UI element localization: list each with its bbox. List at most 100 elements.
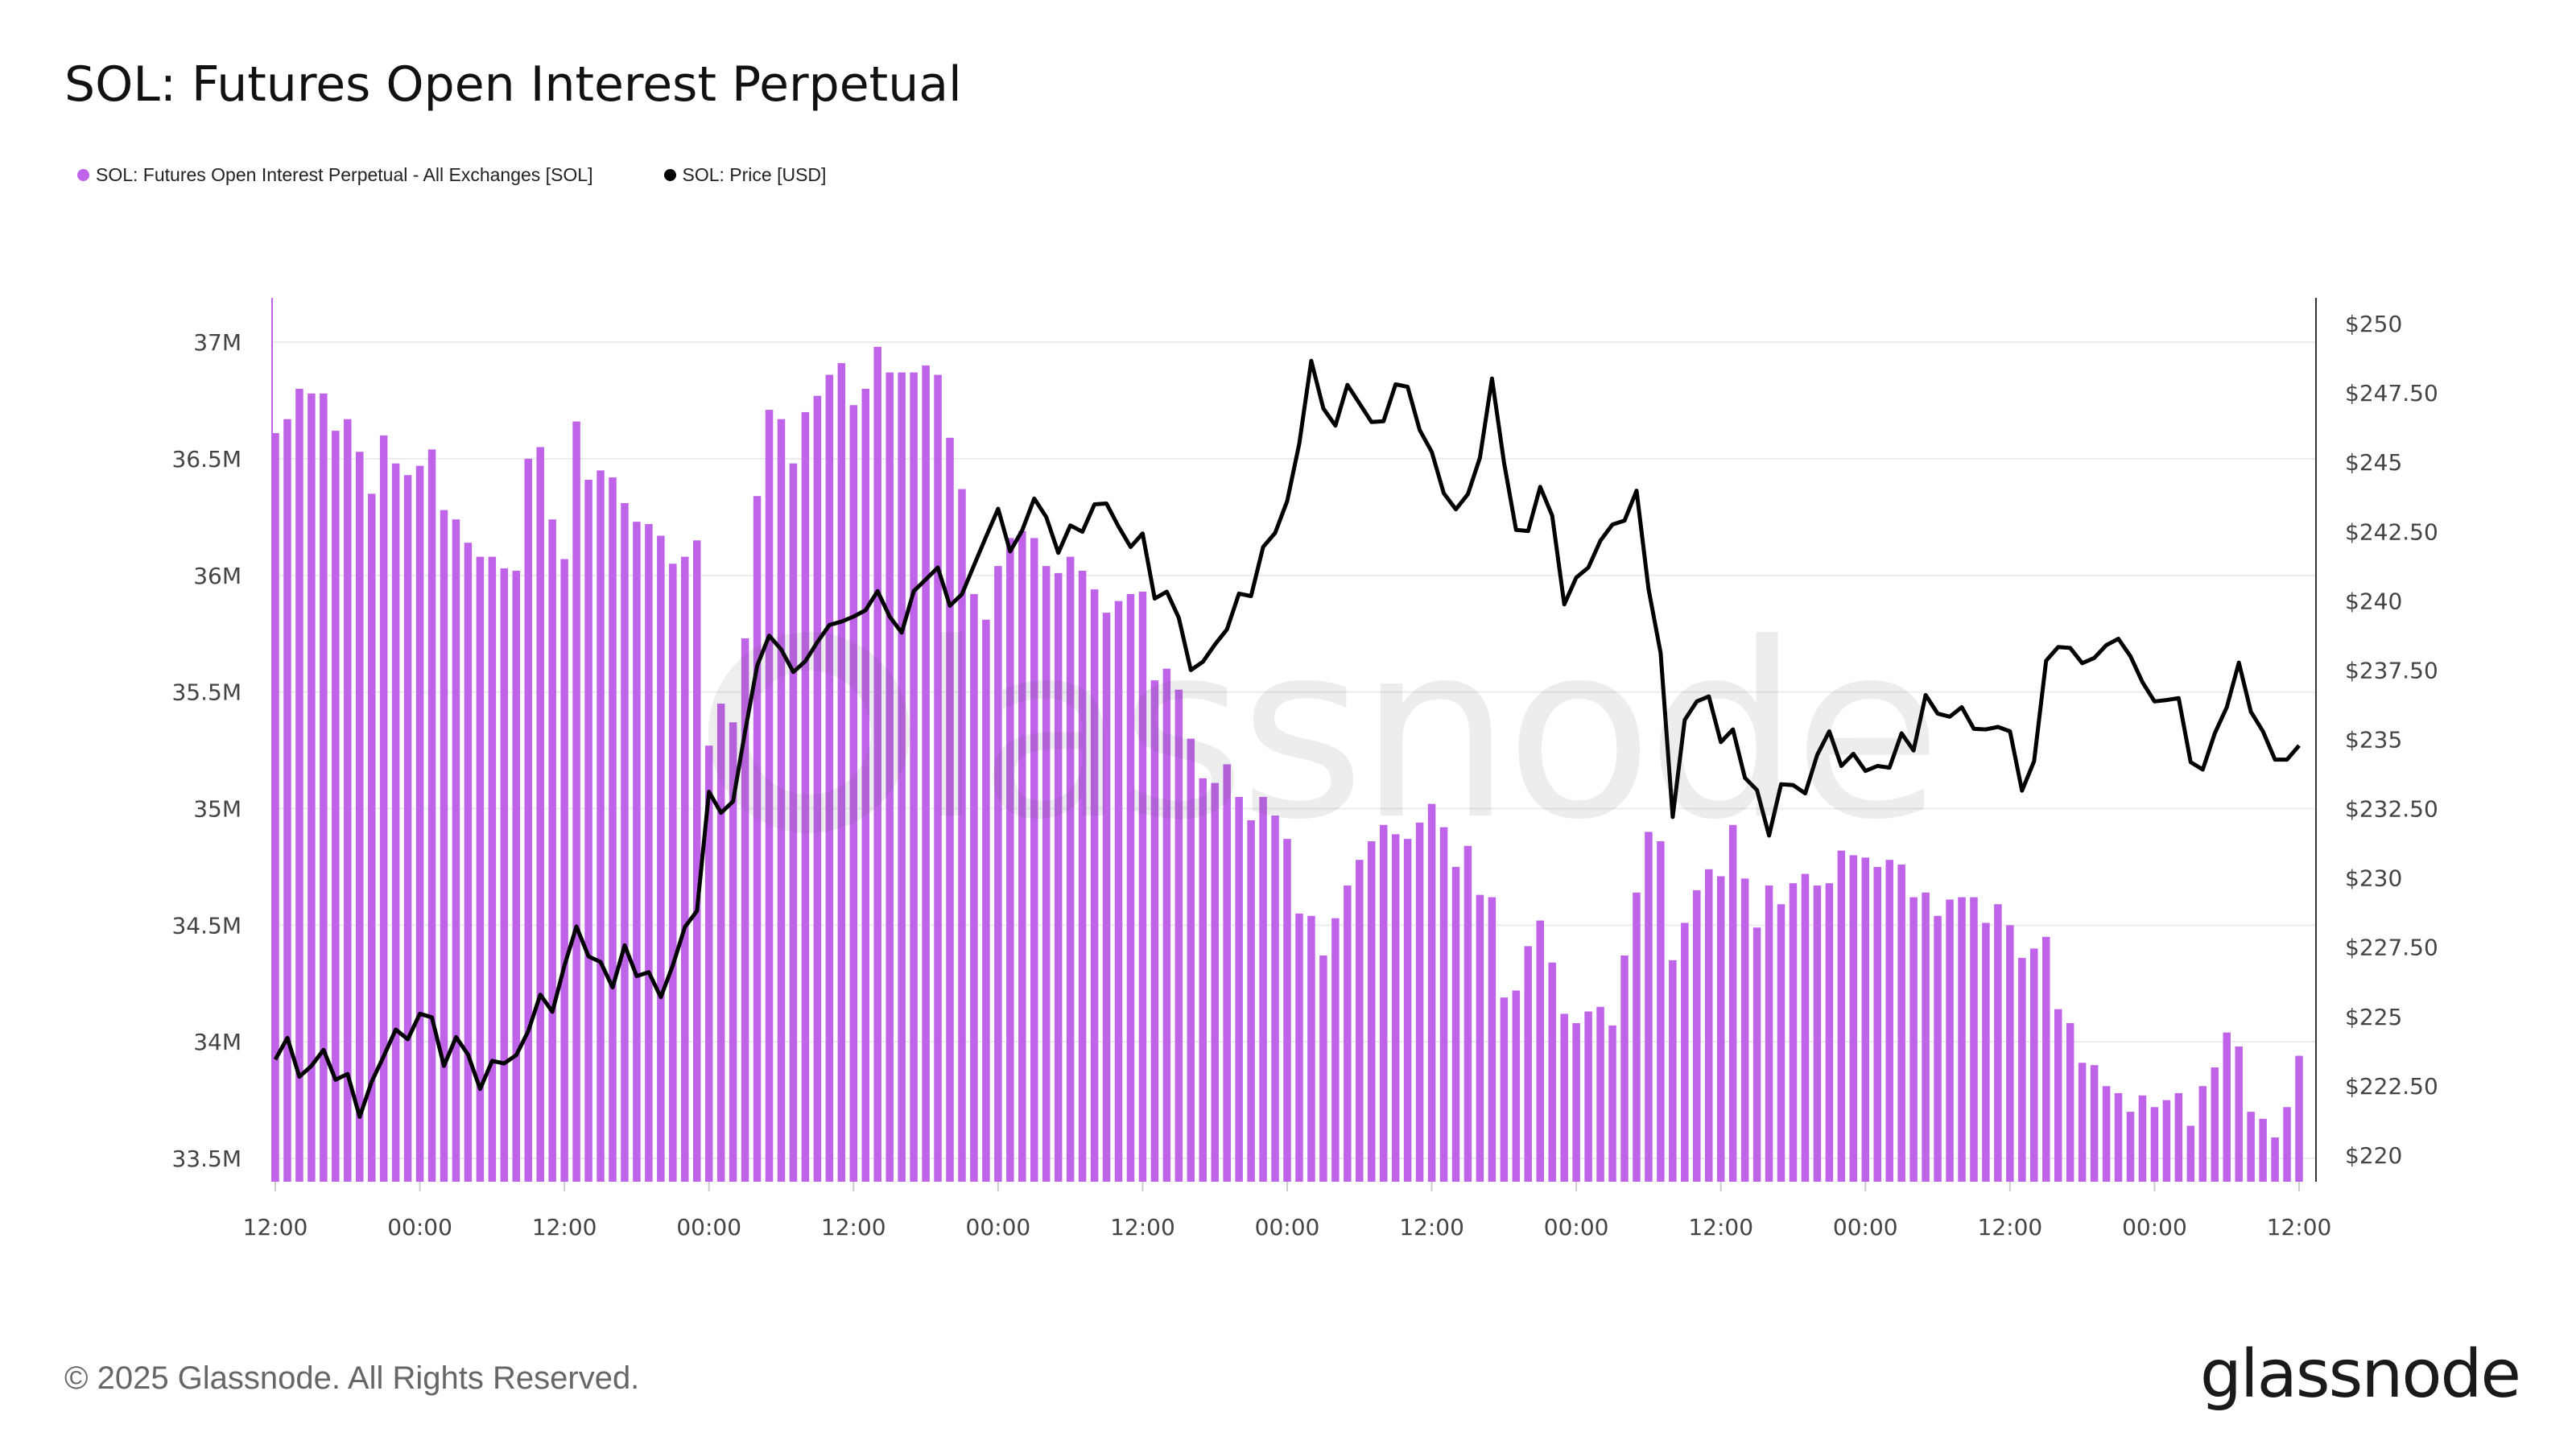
oi-bar <box>1982 923 1990 1182</box>
oi-bar <box>1066 556 1075 1182</box>
oi-bar <box>886 372 894 1182</box>
oi-bar <box>825 374 834 1182</box>
price-line <box>273 358 2301 1119</box>
oi-bar <box>1500 997 1509 1182</box>
oi-bar <box>2271 1137 2279 1182</box>
oi-bar <box>1488 897 1496 1182</box>
oi-bar <box>621 502 629 1182</box>
oi-bar <box>1042 566 1051 1182</box>
oi-bar <box>295 388 303 1182</box>
y-left-tick-label: 36M <box>193 563 242 589</box>
oi-bar <box>572 421 580 1182</box>
oi-bar <box>1271 815 1279 1182</box>
legend-item-open-interest[interactable]: SOL: Futures Open Interest Perpetual - A… <box>77 164 593 186</box>
x-tick-label: 12:00 <box>1110 1214 1175 1241</box>
y-right-tick-label: $225 <box>2345 1004 2402 1030</box>
oi-bar <box>813 395 822 1182</box>
oi-bar <box>1765 886 1773 1182</box>
oi-bar <box>1102 613 1111 1182</box>
legend-dot-icon <box>663 169 676 181</box>
x-tick-label: 12:00 <box>1399 1214 1464 1241</box>
oi-bar <box>548 519 556 1182</box>
oi-bar <box>2054 1009 2062 1182</box>
y-right-tick-label: $235 <box>2345 726 2402 753</box>
y-right-tick-label: $240 <box>2345 588 2402 614</box>
oi-bar <box>1199 778 1207 1182</box>
oi-bar <box>898 372 906 1182</box>
oi-bar <box>500 568 509 1182</box>
legend-label: SOL: Price [USD] <box>682 164 827 185</box>
oi-bar <box>1909 897 1918 1182</box>
oi-bar <box>1114 601 1123 1182</box>
oi-bar <box>1211 782 1219 1182</box>
oi-bar <box>1584 1011 1592 1182</box>
oi-bar <box>1415 822 1424 1182</box>
oi-bar <box>1861 857 1870 1182</box>
oi-bar <box>1536 920 1544 1182</box>
oi-bar <box>1657 841 1665 1182</box>
oi-bar <box>1512 990 1521 1182</box>
oi-bar <box>1970 897 1978 1182</box>
oi-bar <box>1162 668 1171 1182</box>
oi-bar <box>464 543 473 1182</box>
y-right-tick-label: $237.50 <box>2345 657 2438 683</box>
open-interest-bars <box>271 346 2303 1183</box>
oi-bar <box>1813 886 1822 1182</box>
oi-bar <box>1897 864 1905 1182</box>
x-tick-label: 12:00 <box>243 1214 308 1241</box>
oi-bar <box>2235 1046 2243 1182</box>
chart-title: SOL: Futures Open Interest Perpetual <box>64 56 962 113</box>
oi-bar <box>2223 1032 2231 1182</box>
oi-bar <box>332 431 340 1182</box>
oi-bar <box>1150 680 1159 1182</box>
oi-bar <box>2186 1125 2195 1182</box>
legend-label: SOL: Futures Open Interest Perpetual - A… <box>96 164 593 185</box>
oi-bar <box>283 419 291 1182</box>
oi-bar <box>2174 1092 2183 1182</box>
oi-bar <box>1006 538 1014 1182</box>
oi-bar <box>1801 873 1810 1182</box>
x-tick-label: 00:00 <box>387 1214 452 1241</box>
oi-bar <box>2066 1022 2074 1182</box>
oi-bar <box>1620 955 1629 1182</box>
oi-bar <box>657 535 665 1182</box>
oi-bar <box>1030 538 1038 1182</box>
oi-bar <box>982 619 990 1182</box>
oi-bar <box>415 465 424 1182</box>
oi-bar <box>308 393 316 1182</box>
oi-bar <box>1740 878 1749 1182</box>
oi-bar <box>934 374 942 1182</box>
oi-bar <box>1789 883 1798 1182</box>
x-tick-label: 12:00 <box>2267 1214 2332 1241</box>
oi-bar <box>1403 839 1412 1182</box>
oi-bar <box>1946 899 1954 1182</box>
y-right-tick-label: $245 <box>2345 449 2402 476</box>
y-right-tick-label: $247.50 <box>2345 380 2438 407</box>
legend-dot-icon <box>77 169 89 181</box>
oi-bar <box>1608 1025 1616 1182</box>
legend-item-price[interactable]: SOL: Price [USD] <box>663 164 827 186</box>
oi-bar <box>1090 589 1099 1182</box>
oi-bar <box>2150 1107 2159 1182</box>
oi-bar <box>645 524 653 1182</box>
oi-bar <box>1427 803 1436 1182</box>
oi-bar <box>379 435 388 1182</box>
axes: 33.5M 34M 34.5M 35M 35.5M 36M 36.5M 37M $220 $222… <box>171 298 2438 1241</box>
oi-bar <box>1572 1022 1580 1182</box>
oi-bar <box>367 493 376 1182</box>
glassnode-logo: glassnode <box>2199 1336 2521 1413</box>
oi-bar <box>789 463 798 1182</box>
oi-bar <box>2102 1086 2111 1182</box>
oi-bar <box>2042 936 2050 1182</box>
price-line-group <box>273 358 2301 1119</box>
y-left-tick-label: 34.5M <box>171 912 242 939</box>
oi-bar <box>2126 1112 2135 1182</box>
oi-bar <box>476 556 485 1182</box>
oi-bar <box>1187 738 1195 1182</box>
oi-bar <box>1994 904 2002 1182</box>
oi-bar <box>1223 764 1231 1182</box>
oi-bar <box>970 593 978 1182</box>
oi-bar <box>1693 890 1701 1182</box>
oi-bar <box>1645 832 1653 1182</box>
oi-bar <box>271 433 279 1182</box>
